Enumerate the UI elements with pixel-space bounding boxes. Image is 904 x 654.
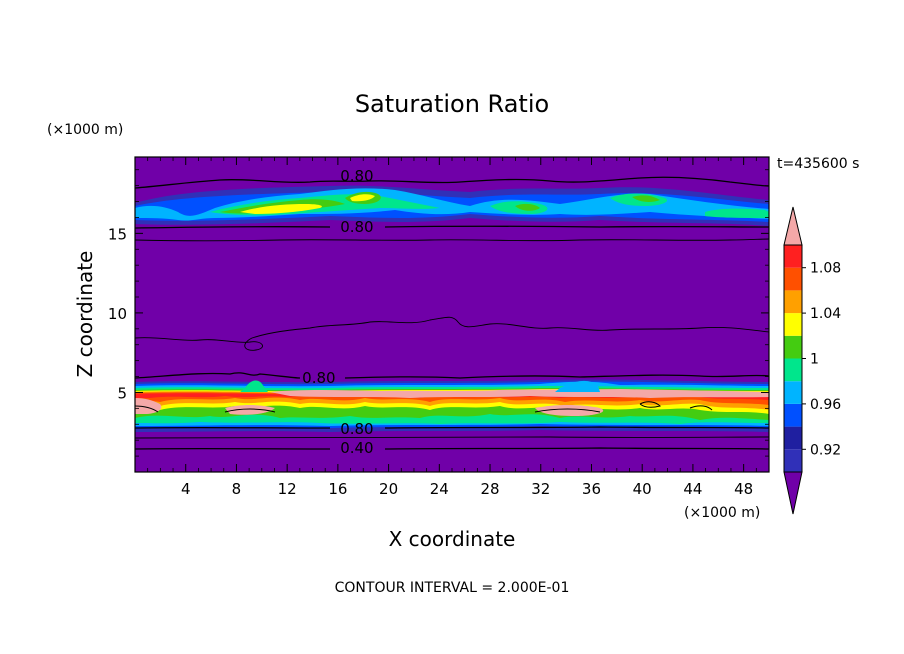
y-axis-title: Z coordinate [73, 251, 97, 378]
x-tick-label: 16 [328, 480, 347, 498]
colorbar-segment [784, 381, 802, 404]
contour-label: 0.80 [302, 369, 335, 387]
colorbar-segment [784, 358, 802, 382]
contour-upper-top [135, 176, 769, 189]
colorbar-tick-label: 0.96 [810, 397, 841, 413]
colorbar-segment [784, 449, 802, 472]
lower-saturated-layer [135, 379, 769, 432]
contour-bottom [135, 447, 769, 450]
time-label: t=435600 s [777, 156, 859, 172]
colorbar-tick-label: 1 [810, 352, 819, 368]
y-tick-label: 10 [108, 305, 127, 323]
contour-bottom-2 [135, 436, 769, 439]
contour-label: 0.80 [340, 420, 373, 438]
upper-moist-layer [135, 185, 769, 226]
colorbar-tick-label: 0.92 [810, 442, 841, 458]
x-tick-label: 24 [430, 480, 449, 498]
plot-area [135, 157, 769, 472]
colorbar-segment [784, 290, 802, 314]
x-tick-label: 8 [232, 480, 242, 498]
colorbar-extend-min [783, 471, 803, 515]
x-tick-label: 12 [278, 480, 297, 498]
contour-label: 0.80 [340, 218, 373, 236]
y-axis: 5 10 15 [108, 169, 769, 457]
chart-title: Saturation Ratio [355, 90, 549, 118]
x-tick-label: 48 [734, 480, 753, 498]
x-tick-label: 20 [379, 480, 398, 498]
y-tick-label: 5 [117, 384, 127, 402]
x-tick-label: 4 [181, 480, 191, 498]
x-tick-label: 32 [531, 480, 550, 498]
colorbar-segment [784, 426, 802, 450]
colorbar-tick-label: 1.04 [810, 306, 841, 322]
contour-label: 0.40 [340, 439, 373, 457]
x-axis: 4 8 12 16 20 24 28 32 36 40 44 48 [147, 157, 757, 498]
x-tick-label: 40 [633, 480, 652, 498]
colorbar-extend-max [783, 206, 803, 246]
x-tick-label: 44 [683, 480, 702, 498]
colorbar-segment [784, 245, 802, 268]
contour-labels: 0.800.800.800.800.40 [302, 167, 373, 457]
contour-mid-2 [135, 316, 769, 351]
x-unit-label: (×1000 m) [684, 505, 760, 521]
colorbar-segment [784, 267, 802, 291]
colorbar-segment [784, 335, 802, 359]
x-tick-label: 36 [582, 480, 601, 498]
colorbar-segment [784, 403, 802, 427]
y-unit-label: (×1000 m) [47, 122, 123, 138]
contour-mid-1 [135, 238, 769, 242]
contour-lower-inner [135, 401, 713, 413]
contour-lower-bottom [135, 426, 769, 429]
contour-lines [135, 176, 769, 450]
contour-upper-bottom [135, 225, 769, 229]
contour-label: 0.80 [340, 167, 373, 185]
colorbar-tick-label: 1.08 [810, 261, 841, 277]
x-tick-label: 28 [480, 480, 499, 498]
x-axis-title: X coordinate [389, 527, 516, 551]
contour-lower-top [135, 372, 769, 379]
colorbar: 0.92 0.96 1 1.04 1.08 [783, 206, 841, 515]
contour-interval-footer: CONTOUR INTERVAL = 2.000E-01 [335, 580, 570, 596]
y-tick-label: 15 [108, 225, 127, 243]
colorbar-segment [784, 313, 802, 336]
